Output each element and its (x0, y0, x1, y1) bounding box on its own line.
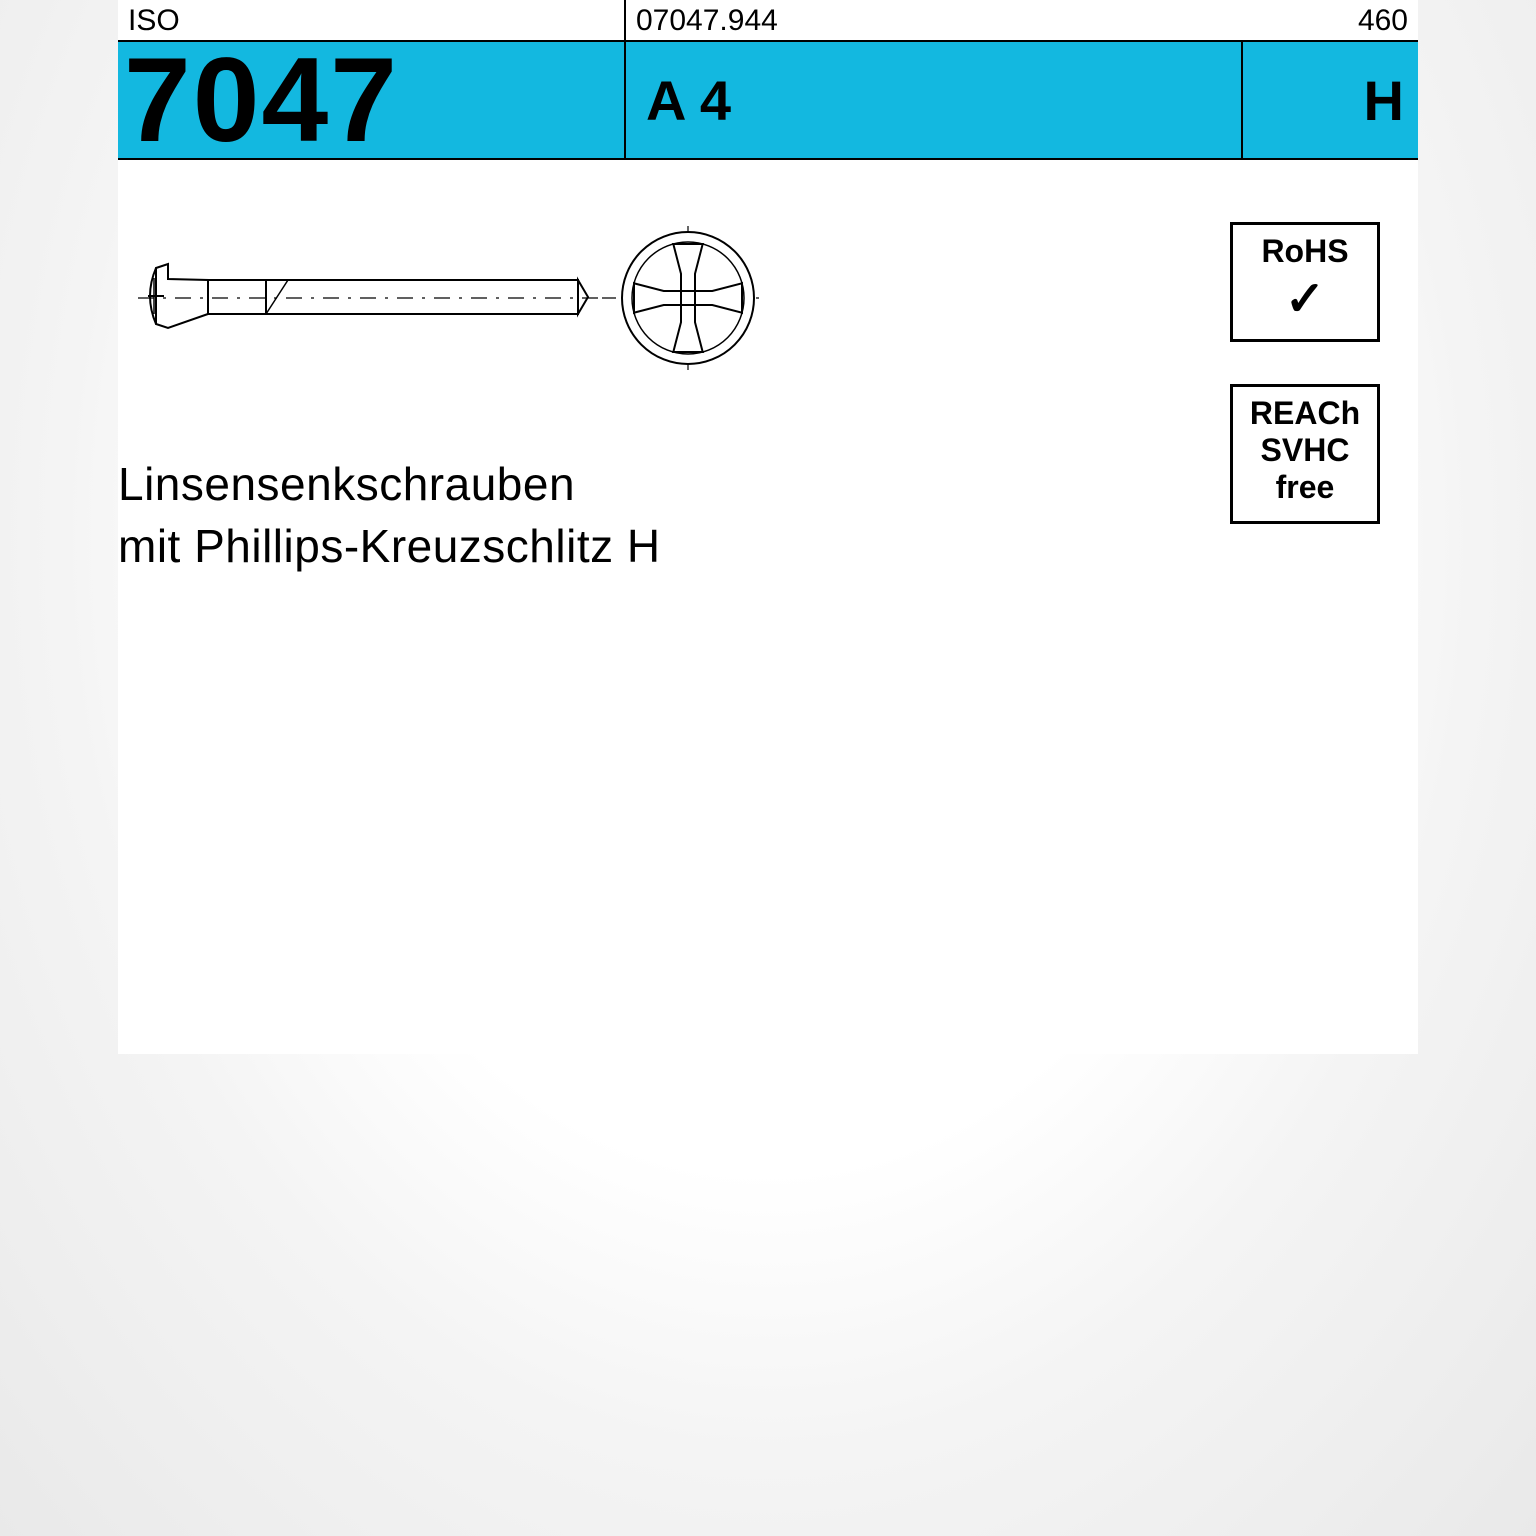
top-right-cell: 460 (1348, 0, 1418, 38)
reach-badge: REACh SVHC free (1230, 384, 1380, 524)
reach-line1: REACh (1237, 395, 1373, 432)
top-mid-cell: 07047.944 (626, 0, 788, 40)
rohs-label: RoHS (1237, 233, 1373, 270)
screw-drawing (128, 220, 768, 390)
spec-card: ISO 07047.944 460 7047 A 4 H Linsensenks… (118, 0, 1418, 1054)
description-block: Linsensenkschrauben mit Phillips-Kreuzsc… (118, 457, 918, 573)
title-band: 7047 A 4 H (118, 42, 1418, 158)
drive-type-code: H (1243, 42, 1418, 158)
check-icon: ✓ (1237, 276, 1373, 324)
standard-number: 7047 (118, 42, 626, 158)
reach-line3: free (1237, 469, 1373, 506)
reach-line2: SVHC (1237, 432, 1373, 469)
description-line2: mit Phillips-Kreuzschlitz H (118, 519, 918, 573)
rohs-badge: RoHS ✓ (1230, 222, 1380, 342)
description-line1: Linsensenkschrauben (118, 457, 918, 511)
material-grade: A 4 (626, 42, 1243, 158)
